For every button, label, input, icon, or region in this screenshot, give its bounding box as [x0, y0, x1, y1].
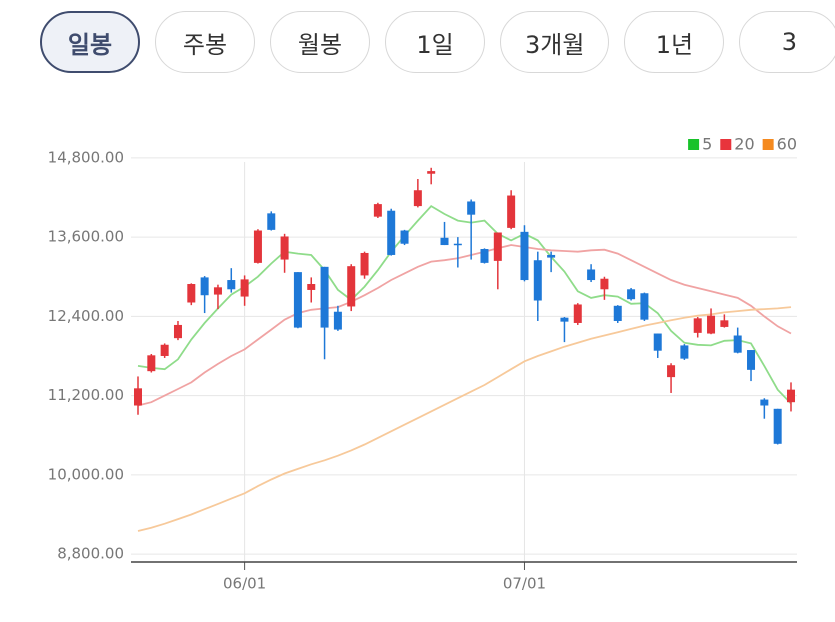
period-tab[interactable]: 1년 [624, 11, 725, 73]
candle-body [760, 399, 769, 406]
candle-body [440, 237, 449, 246]
candle-body [360, 252, 369, 276]
candle-body [173, 324, 182, 339]
candle-body [320, 266, 329, 328]
candle-body [187, 284, 196, 303]
candle-body [507, 195, 516, 228]
candle-body [307, 284, 316, 290]
y-tick-label: 14,800.00 [48, 148, 124, 166]
candle-body [347, 266, 356, 307]
candle-body [147, 355, 156, 372]
y-tick-label: 10,000.00 [48, 465, 124, 483]
candle-body [733, 335, 742, 353]
period-tab[interactable]: 1일 [385, 11, 485, 73]
moving-average-line [137, 306, 792, 532]
candle-body [427, 171, 436, 174]
legend-swatch [762, 139, 774, 150]
candle-body [680, 345, 689, 359]
candle-body [280, 236, 289, 260]
candle-body [453, 243, 462, 246]
y-tick-label: 11,200.00 [48, 386, 124, 404]
moving-average-line [137, 204, 792, 405]
candle-body [613, 305, 622, 321]
candle-body [720, 320, 729, 327]
x-tick-label: 07/01 [503, 575, 546, 593]
candle-body [267, 213, 276, 230]
legend-label: 60 [777, 135, 797, 154]
candle-body [600, 278, 609, 290]
period-tab[interactable]: 3 [739, 11, 835, 73]
candle-body [667, 365, 676, 378]
candle-body [240, 279, 249, 297]
candle-body [493, 232, 502, 261]
candle-body [413, 190, 422, 207]
candle-body [533, 260, 542, 301]
x-tick-label: 06/01 [223, 575, 266, 593]
period-tab[interactable]: 주봉 [155, 11, 255, 73]
candle-body [547, 254, 556, 258]
legend-label: 20 [734, 135, 754, 154]
candle-body [253, 230, 262, 263]
candle-body [400, 230, 409, 244]
candle-body [573, 304, 582, 323]
moving-average-line [137, 244, 792, 407]
candle-body [227, 280, 236, 290]
candle-body [480, 249, 489, 263]
y-tick-label: 12,400.00 [48, 307, 124, 325]
candle-body [627, 289, 636, 300]
y-tick-label: 8,800.00 [57, 545, 124, 563]
candle-body [333, 311, 342, 330]
candle-body [213, 287, 222, 295]
candle-body [387, 210, 396, 255]
legend-swatch [688, 139, 700, 150]
period-tab[interactable]: 일봉 [40, 11, 140, 73]
period-tabs: 일봉 주봉 월봉 1일 3개월 1년 3 [40, 11, 835, 73]
candle-body [293, 272, 302, 328]
period-tab[interactable]: 월봉 [270, 11, 370, 73]
candle-body [373, 204, 382, 217]
candle-body [134, 388, 142, 406]
candle-body [520, 231, 529, 281]
legend-label: 5 [702, 135, 712, 154]
candle-body [747, 350, 756, 370]
candle-body [200, 277, 209, 296]
candle-body [653, 333, 662, 351]
candle-body [773, 408, 782, 444]
candle-body [587, 269, 596, 281]
candle-body [693, 318, 702, 333]
candle-body [467, 201, 476, 215]
y-tick-label: 13,600.00 [48, 228, 124, 246]
legend-swatch [720, 139, 732, 150]
candle-body [707, 315, 716, 334]
candle-body [640, 293, 649, 320]
period-tab[interactable]: 3개월 [500, 11, 610, 73]
candle-body [160, 344, 169, 356]
candle-body [560, 317, 569, 322]
candle-body [787, 389, 795, 403]
